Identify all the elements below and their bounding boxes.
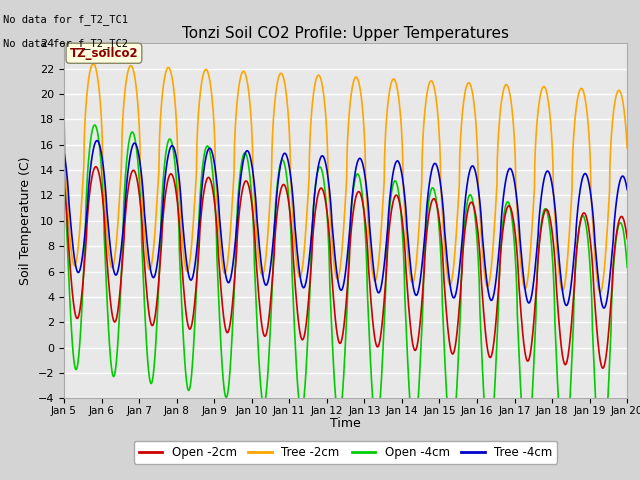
Tree -2cm [158, 97, 166, 103]
Tree -4cm [552, 212, 559, 217]
Tree -4cm [623, 187, 631, 192]
Y-axis label: Soil Temperature (C): Soil Temperature (C) [19, 156, 32, 285]
Tree -4cm [60, 149, 68, 155]
Tree -4cm [158, 216, 166, 222]
Open -4cm [276, 162, 284, 168]
Line: Open -4cm: Open -4cm [64, 125, 627, 467]
Tree -2cm [90, 61, 97, 67]
Open -2cm [612, 231, 620, 237]
Open -4cm [158, 199, 166, 204]
Legend: Open -2cm, Tree -2cm, Open -4cm, Tree -4cm: Open -2cm, Tree -2cm, Open -4cm, Tree -4… [134, 441, 557, 464]
Open -2cm [60, 182, 68, 188]
Open -2cm [599, 365, 607, 371]
Tree -2cm [623, 145, 631, 151]
Tree -4cm [600, 305, 608, 311]
Open -2cm [301, 332, 308, 337]
Line: Open -2cm: Open -2cm [64, 167, 627, 368]
Open -2cm [623, 236, 631, 241]
Open -4cm [125, 143, 132, 148]
Open -4cm [552, 337, 559, 343]
Text: TZ_soilco2: TZ_soilco2 [70, 47, 138, 60]
Open -2cm [276, 190, 284, 195]
Line: Tree -4cm: Tree -4cm [64, 141, 627, 308]
Tree -2cm [301, 244, 308, 250]
Tree -4cm [612, 198, 620, 204]
Tree -2cm [60, 117, 68, 123]
Open -4cm [91, 122, 99, 128]
Tree -2cm [125, 67, 132, 72]
Open -4cm [60, 160, 68, 166]
Open -2cm [158, 233, 166, 239]
Tree -4cm [125, 165, 132, 170]
X-axis label: Time: Time [330, 418, 361, 431]
Open -4cm [598, 464, 605, 470]
Tree -2cm [612, 92, 620, 97]
Open -2cm [92, 164, 100, 169]
Tree -4cm [93, 138, 101, 144]
Tree -4cm [276, 164, 284, 170]
Title: Tonzi Soil CO2 Profile: Upper Temperatures: Tonzi Soil CO2 Profile: Upper Temperatur… [182, 25, 509, 41]
Tree -2cm [596, 289, 604, 295]
Text: No data for f_T2_TC1: No data for f_T2_TC1 [3, 14, 128, 25]
Line: Tree -2cm: Tree -2cm [64, 64, 627, 292]
Open -4cm [623, 264, 631, 270]
Tree -2cm [552, 226, 559, 231]
Open -2cm [125, 184, 132, 190]
Open -4cm [612, 233, 620, 239]
Open -2cm [552, 270, 559, 276]
Tree -2cm [276, 71, 284, 77]
Text: No data for f_T2_TC2: No data for f_T2_TC2 [3, 38, 128, 49]
Tree -4cm [301, 284, 308, 289]
Open -4cm [301, 389, 308, 395]
